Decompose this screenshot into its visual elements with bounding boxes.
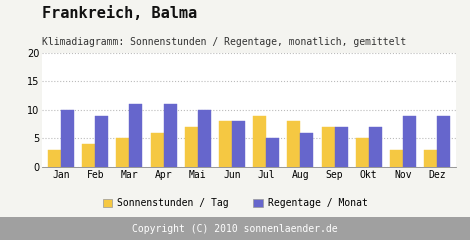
Bar	[266, 138, 279, 167]
Bar	[335, 127, 347, 167]
Bar	[61, 110, 74, 167]
Bar	[437, 115, 450, 167]
Text: Klimadiagramm: Sonnenstunden / Regentage, monatlich, gemittelt: Klimadiagramm: Sonnenstunden / Regentage…	[42, 37, 407, 47]
Bar	[300, 132, 313, 167]
Bar	[219, 121, 232, 167]
Bar	[232, 121, 245, 167]
Bar	[151, 132, 164, 167]
Bar	[369, 127, 382, 167]
Bar	[356, 138, 369, 167]
Bar	[321, 127, 335, 167]
Bar	[129, 104, 142, 167]
Bar	[164, 104, 177, 167]
Bar	[390, 150, 403, 167]
Text: Copyright (C) 2010 sonnenlaender.de: Copyright (C) 2010 sonnenlaender.de	[132, 224, 338, 234]
Bar	[117, 138, 129, 167]
Bar	[424, 150, 437, 167]
Legend: Sonnenstunden / Tag, Regentage / Monat: Sonnenstunden / Tag, Regentage / Monat	[99, 195, 371, 212]
Bar	[287, 121, 300, 167]
Bar	[185, 127, 198, 167]
Text: Frankreich, Balma: Frankreich, Balma	[42, 6, 197, 21]
Bar	[48, 150, 61, 167]
Bar	[253, 115, 266, 167]
Bar	[198, 110, 211, 167]
Bar	[95, 115, 108, 167]
Bar	[82, 144, 95, 167]
Bar	[403, 115, 416, 167]
